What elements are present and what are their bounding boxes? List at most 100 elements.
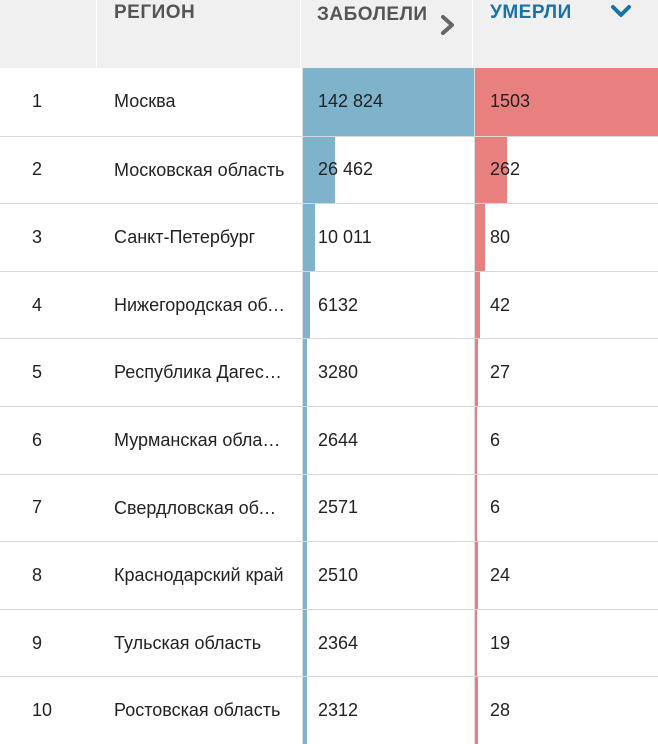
row-deaths-cell: 80 <box>474 204 658 271</box>
deaths-bar <box>475 609 478 677</box>
row-deaths-value: 24 <box>490 564 511 585</box>
deaths-bar <box>475 339 479 406</box>
table-row[interactable]: 5 Республика Дагестан 3280 27 <box>0 338 658 406</box>
table-row[interactable]: 2 Московская область 26 462 262 <box>0 135 658 204</box>
row-number: 4 <box>32 294 43 315</box>
row-deaths-cell: 42 <box>474 271 658 339</box>
deaths-bar <box>475 68 658 136</box>
chevron-right-icon[interactable] <box>439 14 457 36</box>
header-cases-label: ЗАБОЛЕЛИ <box>317 4 428 25</box>
row-deaths-cell: 28 <box>474 677 658 744</box>
row-number: 7 <box>32 497 43 518</box>
row-deaths-value: 262 <box>490 159 521 180</box>
row-cases-cell: 2364 <box>302 609 475 677</box>
deaths-bar <box>475 474 477 542</box>
cases-bar <box>303 136 335 204</box>
deaths-bar <box>475 542 478 609</box>
row-cases-value: 2644 <box>318 429 359 450</box>
deaths-bar <box>475 406 477 474</box>
cases-bar <box>303 271 311 339</box>
row-region-name: Краснодарский край <box>114 565 284 586</box>
cases-bar <box>303 204 316 271</box>
row-deaths-cell: 6 <box>474 474 658 542</box>
row-region-name: Тульская область <box>114 632 262 653</box>
row-cases-cell: 6132 <box>302 271 475 339</box>
row-cases-cell: 142 824 <box>302 68 475 136</box>
row-cases-cell: 2571 <box>302 474 475 542</box>
row-cases-cell: 2312 <box>302 677 475 744</box>
row-deaths-cell: 24 <box>474 542 658 609</box>
row-number: 5 <box>32 362 43 383</box>
deaths-bar <box>475 204 485 271</box>
row-number: 8 <box>32 564 43 585</box>
row-deaths-cell: 1503 <box>474 68 658 136</box>
row-region-name: Республика Дагестан <box>114 362 286 383</box>
row-region-name: Мурманская область <box>114 429 286 450</box>
row-deaths-value: 6 <box>490 429 501 450</box>
row-cases-value: 2571 <box>318 497 359 518</box>
table-row[interactable]: 1 Москва 142 824 1503 <box>0 68 658 136</box>
row-deaths-cell: 27 <box>474 339 658 406</box>
header-region-column[interactable]: РЕГИОН <box>97 0 301 68</box>
row-number: 9 <box>32 632 43 653</box>
row-deaths-value: 1503 <box>490 91 531 112</box>
cases-bar <box>303 542 307 609</box>
table-row[interactable]: 7 Свердловская область 2571 6 <box>0 473 658 542</box>
row-cases-cell: 2644 <box>302 406 475 474</box>
row-cases-value: 3280 <box>318 362 359 383</box>
table-header: РЕГИОН ЗАБОЛЕЛИ УМЕРЛИ <box>0 0 658 68</box>
row-cases-value: 2364 <box>318 632 359 653</box>
chevron-down-icon[interactable] <box>610 4 632 20</box>
cases-bar <box>303 406 307 474</box>
row-region-name: Московская область <box>114 159 285 180</box>
cases-bar <box>303 609 307 677</box>
table-row[interactable]: 6 Мурманская область 2644 6 <box>0 405 658 474</box>
row-number: 10 <box>32 700 53 721</box>
header-deaths-label: УМЕРЛИ <box>490 2 572 23</box>
row-deaths-cell: 262 <box>474 136 658 204</box>
table-row[interactable]: 3 Санкт-Петербург 10 011 80 <box>0 203 658 271</box>
row-deaths-value: 80 <box>490 226 511 247</box>
row-region-name: Санкт-Петербург <box>114 227 256 248</box>
table-row[interactable]: 4 Нижегородская область 6132 42 <box>0 270 658 339</box>
table-row[interactable]: 9 Тульская область 2364 19 <box>0 608 658 677</box>
header-region-label: РЕГИОН <box>114 2 196 23</box>
row-cases-value: 142 824 <box>318 91 384 112</box>
row-cases-value: 6132 <box>318 294 359 315</box>
deaths-bar <box>475 677 479 744</box>
row-number: 2 <box>32 159 43 180</box>
row-region-name: Свердловская область <box>114 497 286 518</box>
row-cases-cell: 10 011 <box>302 204 475 271</box>
row-number: 3 <box>32 226 43 247</box>
cases-bar <box>303 68 475 136</box>
row-cases-cell: 26 462 <box>302 136 475 204</box>
table-body: 1 Москва 142 824 1503 2 Московская облас… <box>0 68 658 744</box>
row-region-name: Ростовская область <box>114 700 281 721</box>
header-deaths-column[interactable]: УМЕРЛИ <box>474 0 658 68</box>
deaths-bar <box>475 271 481 339</box>
row-deaths-value: 6 <box>490 497 501 518</box>
row-cases-value: 26 462 <box>318 159 374 180</box>
table-row[interactable]: 8 Краснодарский край 2510 24 <box>0 541 658 609</box>
row-cases-cell: 3280 <box>302 339 475 406</box>
row-deaths-cell: 19 <box>474 609 658 677</box>
row-cases-value: 2312 <box>318 700 359 721</box>
row-number: 6 <box>32 429 43 450</box>
row-number: 1 <box>32 91 43 112</box>
table-row[interactable]: 10 Ростовская область 2312 28 <box>0 676 658 744</box>
row-deaths-value: 27 <box>490 362 511 383</box>
row-deaths-cell: 6 <box>474 406 658 474</box>
row-cases-value: 10 011 <box>318 226 372 247</box>
row-deaths-value: 19 <box>490 632 511 653</box>
deaths-bar <box>475 136 508 204</box>
row-region-name: Москва <box>114 91 176 111</box>
cases-bar <box>303 339 307 406</box>
row-deaths-value: 42 <box>490 294 511 315</box>
row-cases-value: 2510 <box>318 564 359 585</box>
row-region-name: Нижегородская область <box>114 294 286 315</box>
row-deaths-value: 28 <box>490 700 511 721</box>
header-cases-column[interactable]: ЗАБОЛЕЛИ <box>301 0 473 68</box>
cases-bar <box>303 474 307 542</box>
cases-bar <box>303 677 307 744</box>
